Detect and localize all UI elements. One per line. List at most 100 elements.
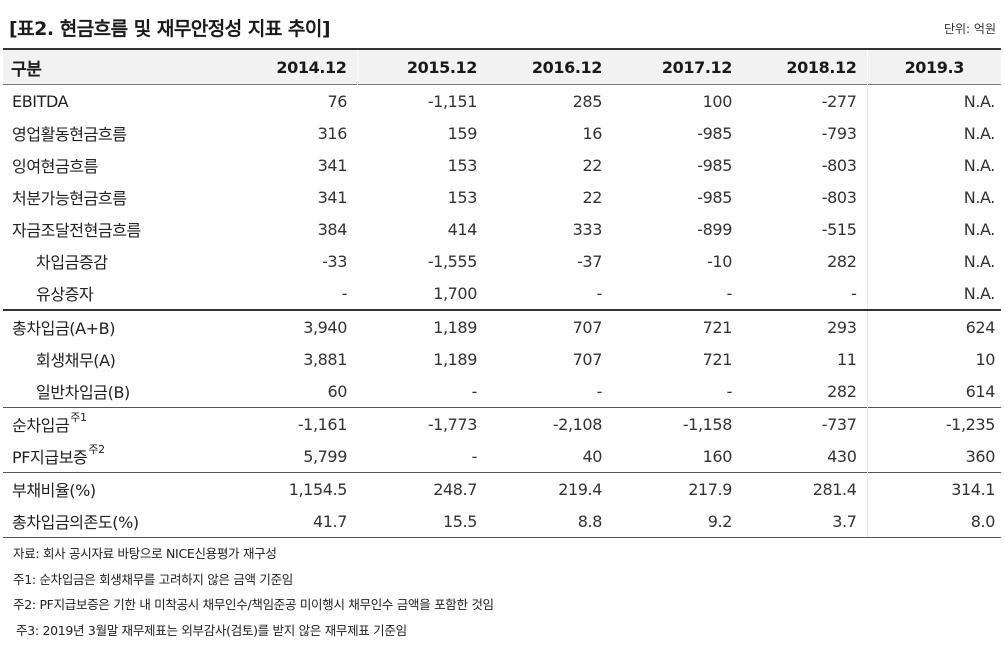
cell: 10 bbox=[866, 343, 1001, 375]
row-label: 총차입금의존도(%) bbox=[3, 505, 235, 538]
cell: -985 bbox=[697, 155, 732, 175]
row-label: PF지급보증주2 bbox=[3, 440, 235, 473]
row-label-text: PF지급보증 bbox=[12, 448, 88, 467]
cell: -1,555 bbox=[427, 251, 478, 271]
cell: 624 bbox=[866, 309, 1001, 343]
cell: 8.0 bbox=[866, 505, 1001, 538]
cell: 293 bbox=[742, 309, 867, 343]
cell: 248.7 bbox=[357, 472, 487, 505]
header-2017-12: 2017.12 bbox=[661, 57, 732, 77]
cell: 60 bbox=[327, 381, 347, 401]
cell: -1,773 bbox=[357, 407, 487, 440]
cell: 414 bbox=[447, 219, 478, 239]
cell: - bbox=[726, 381, 733, 401]
table-row: 차입금증감 -33 -1,555 -37 -10 282 N.A. bbox=[3, 245, 1001, 277]
cell: -33 bbox=[322, 251, 347, 271]
cell: - bbox=[596, 381, 603, 401]
cell: - bbox=[471, 446, 478, 466]
cell: 3.7 bbox=[742, 505, 867, 538]
table-row: EBITDA 76 -1,151 285 100 -277 N.A. bbox=[3, 84, 1001, 117]
cell: 1,189 bbox=[357, 309, 487, 343]
cell: N.A. bbox=[866, 117, 1001, 149]
table-row: 총차입금의존도(%) 41.7 15.5 8.8 9.2 3.7 8.0 bbox=[3, 505, 1001, 538]
cell: 153 bbox=[447, 155, 478, 175]
header-2015-12: 2015.12 bbox=[356, 49, 487, 85]
cell: 40 bbox=[582, 446, 602, 466]
cell: 160 bbox=[702, 446, 733, 466]
cell: -737 bbox=[742, 407, 867, 440]
table-row: 잉여현금흐름 341 153 22 -985 -803 N.A. bbox=[3, 149, 1001, 181]
cell: 282 bbox=[827, 381, 857, 401]
cell: N.A. bbox=[866, 245, 1001, 277]
cell: 159 bbox=[447, 123, 478, 143]
cell: 8.8 bbox=[487, 505, 612, 538]
cell: 100 bbox=[702, 91, 733, 111]
cell: 707 bbox=[572, 349, 603, 369]
cell: -1,235 bbox=[866, 407, 1001, 440]
cell: 1,189 bbox=[433, 349, 477, 369]
cell: - bbox=[726, 283, 733, 303]
header-2016-12: 2016.12 bbox=[531, 57, 602, 77]
cell: 41.7 bbox=[235, 505, 357, 538]
cell: -803 bbox=[821, 187, 857, 207]
cell: 707 bbox=[487, 309, 612, 343]
cell: 341 bbox=[317, 155, 348, 175]
cell: -793 bbox=[821, 123, 857, 143]
header-2018-12: 2018.12 bbox=[786, 57, 857, 77]
cell: 3,881 bbox=[303, 349, 347, 369]
cell: 219.4 bbox=[487, 472, 612, 505]
cell: -2,108 bbox=[487, 407, 612, 440]
cell: -803 bbox=[821, 155, 857, 175]
cell: 285 bbox=[572, 91, 603, 111]
header-row: 구분 2014.12 2015.12 2016.12 2017.12 2018.… bbox=[3, 49, 1001, 85]
cell: 721 bbox=[702, 349, 733, 369]
table-row: 처분가능현금흐름 341 153 22 -985 -803 N.A. bbox=[3, 181, 1001, 213]
unit-label: 단위: 억원 bbox=[943, 22, 996, 36]
cell: 721 bbox=[612, 309, 742, 343]
cell: 333 bbox=[572, 219, 603, 239]
cell: - bbox=[341, 283, 348, 303]
cell: 153 bbox=[447, 187, 478, 207]
cell: 16 bbox=[582, 123, 602, 143]
cell: 217.9 bbox=[612, 472, 742, 505]
financial-table: 구분 2014.12 2015.12 2016.12 2017.12 2018.… bbox=[3, 48, 1001, 538]
table-row: 순차입금주1 -1,161 -1,773 -2,108 -1,158 -737 … bbox=[3, 407, 1001, 440]
table-row: 부채비율(%) 1,154.5 248.7 219.4 217.9 281.4 … bbox=[3, 472, 1001, 505]
cell: 282 bbox=[827, 251, 857, 271]
footnote-2: 주2: PF지급보증은 기한 내 미착공시 채무인수/책임준공 미이행시 채무인… bbox=[13, 597, 494, 612]
cell: 22 bbox=[582, 187, 602, 207]
cell: 9.2 bbox=[612, 505, 742, 538]
row-label: 순차입금주1 bbox=[3, 407, 235, 440]
cell: -1,161 bbox=[235, 407, 357, 440]
cell: 15.5 bbox=[357, 505, 487, 538]
row-label: EBITDA bbox=[12, 91, 69, 111]
table-row: 일반차입금(B) 60 - - - 282 614 bbox=[3, 375, 1001, 408]
cell: 341 bbox=[317, 187, 348, 207]
cell: N.A. bbox=[866, 84, 1001, 117]
cell: -10 bbox=[707, 251, 732, 271]
footnote-1: 주1: 순차입금은 회생채무를 고려하지 않은 금액 기준임 bbox=[13, 571, 294, 587]
header-2014-12: 2014.12 bbox=[276, 57, 347, 77]
table-row: 자금조달전현금흐름 384 414 333 -899 -515 N.A. bbox=[3, 213, 1001, 245]
source-note: 자료: 회사 공시자료 바탕으로 NICE신용평가 재구성 bbox=[13, 546, 277, 561]
row-label: 잉여현금흐름 bbox=[12, 157, 98, 176]
cell: 614 bbox=[866, 375, 1001, 408]
cell: - bbox=[596, 283, 603, 303]
row-label: 차입금증감 bbox=[36, 253, 108, 272]
cell: -1,158 bbox=[612, 407, 742, 440]
row-label: 자금조달전현금흐름 bbox=[12, 221, 141, 240]
cell: 5,799 bbox=[303, 446, 347, 466]
row-label: 일반차입금(B) bbox=[36, 383, 130, 402]
cell: 76 bbox=[327, 91, 347, 111]
cell: -985 bbox=[697, 123, 732, 143]
row-label: 부채비율(%) bbox=[3, 472, 235, 505]
cell: -515 bbox=[821, 219, 857, 239]
cell: - bbox=[851, 283, 857, 303]
cell: -277 bbox=[821, 91, 857, 111]
table-row: 총차입금(A+B) 3,940 1,189 707 721 293 624 bbox=[3, 309, 1001, 343]
cell: -1,151 bbox=[427, 91, 478, 111]
table-title: [표2. 현금흐름 및 재무안정성 지표 추이] bbox=[9, 18, 331, 40]
cell: N.A. bbox=[866, 181, 1001, 213]
cell: 1,154.5 bbox=[235, 472, 357, 505]
cell: N.A. bbox=[866, 213, 1001, 245]
